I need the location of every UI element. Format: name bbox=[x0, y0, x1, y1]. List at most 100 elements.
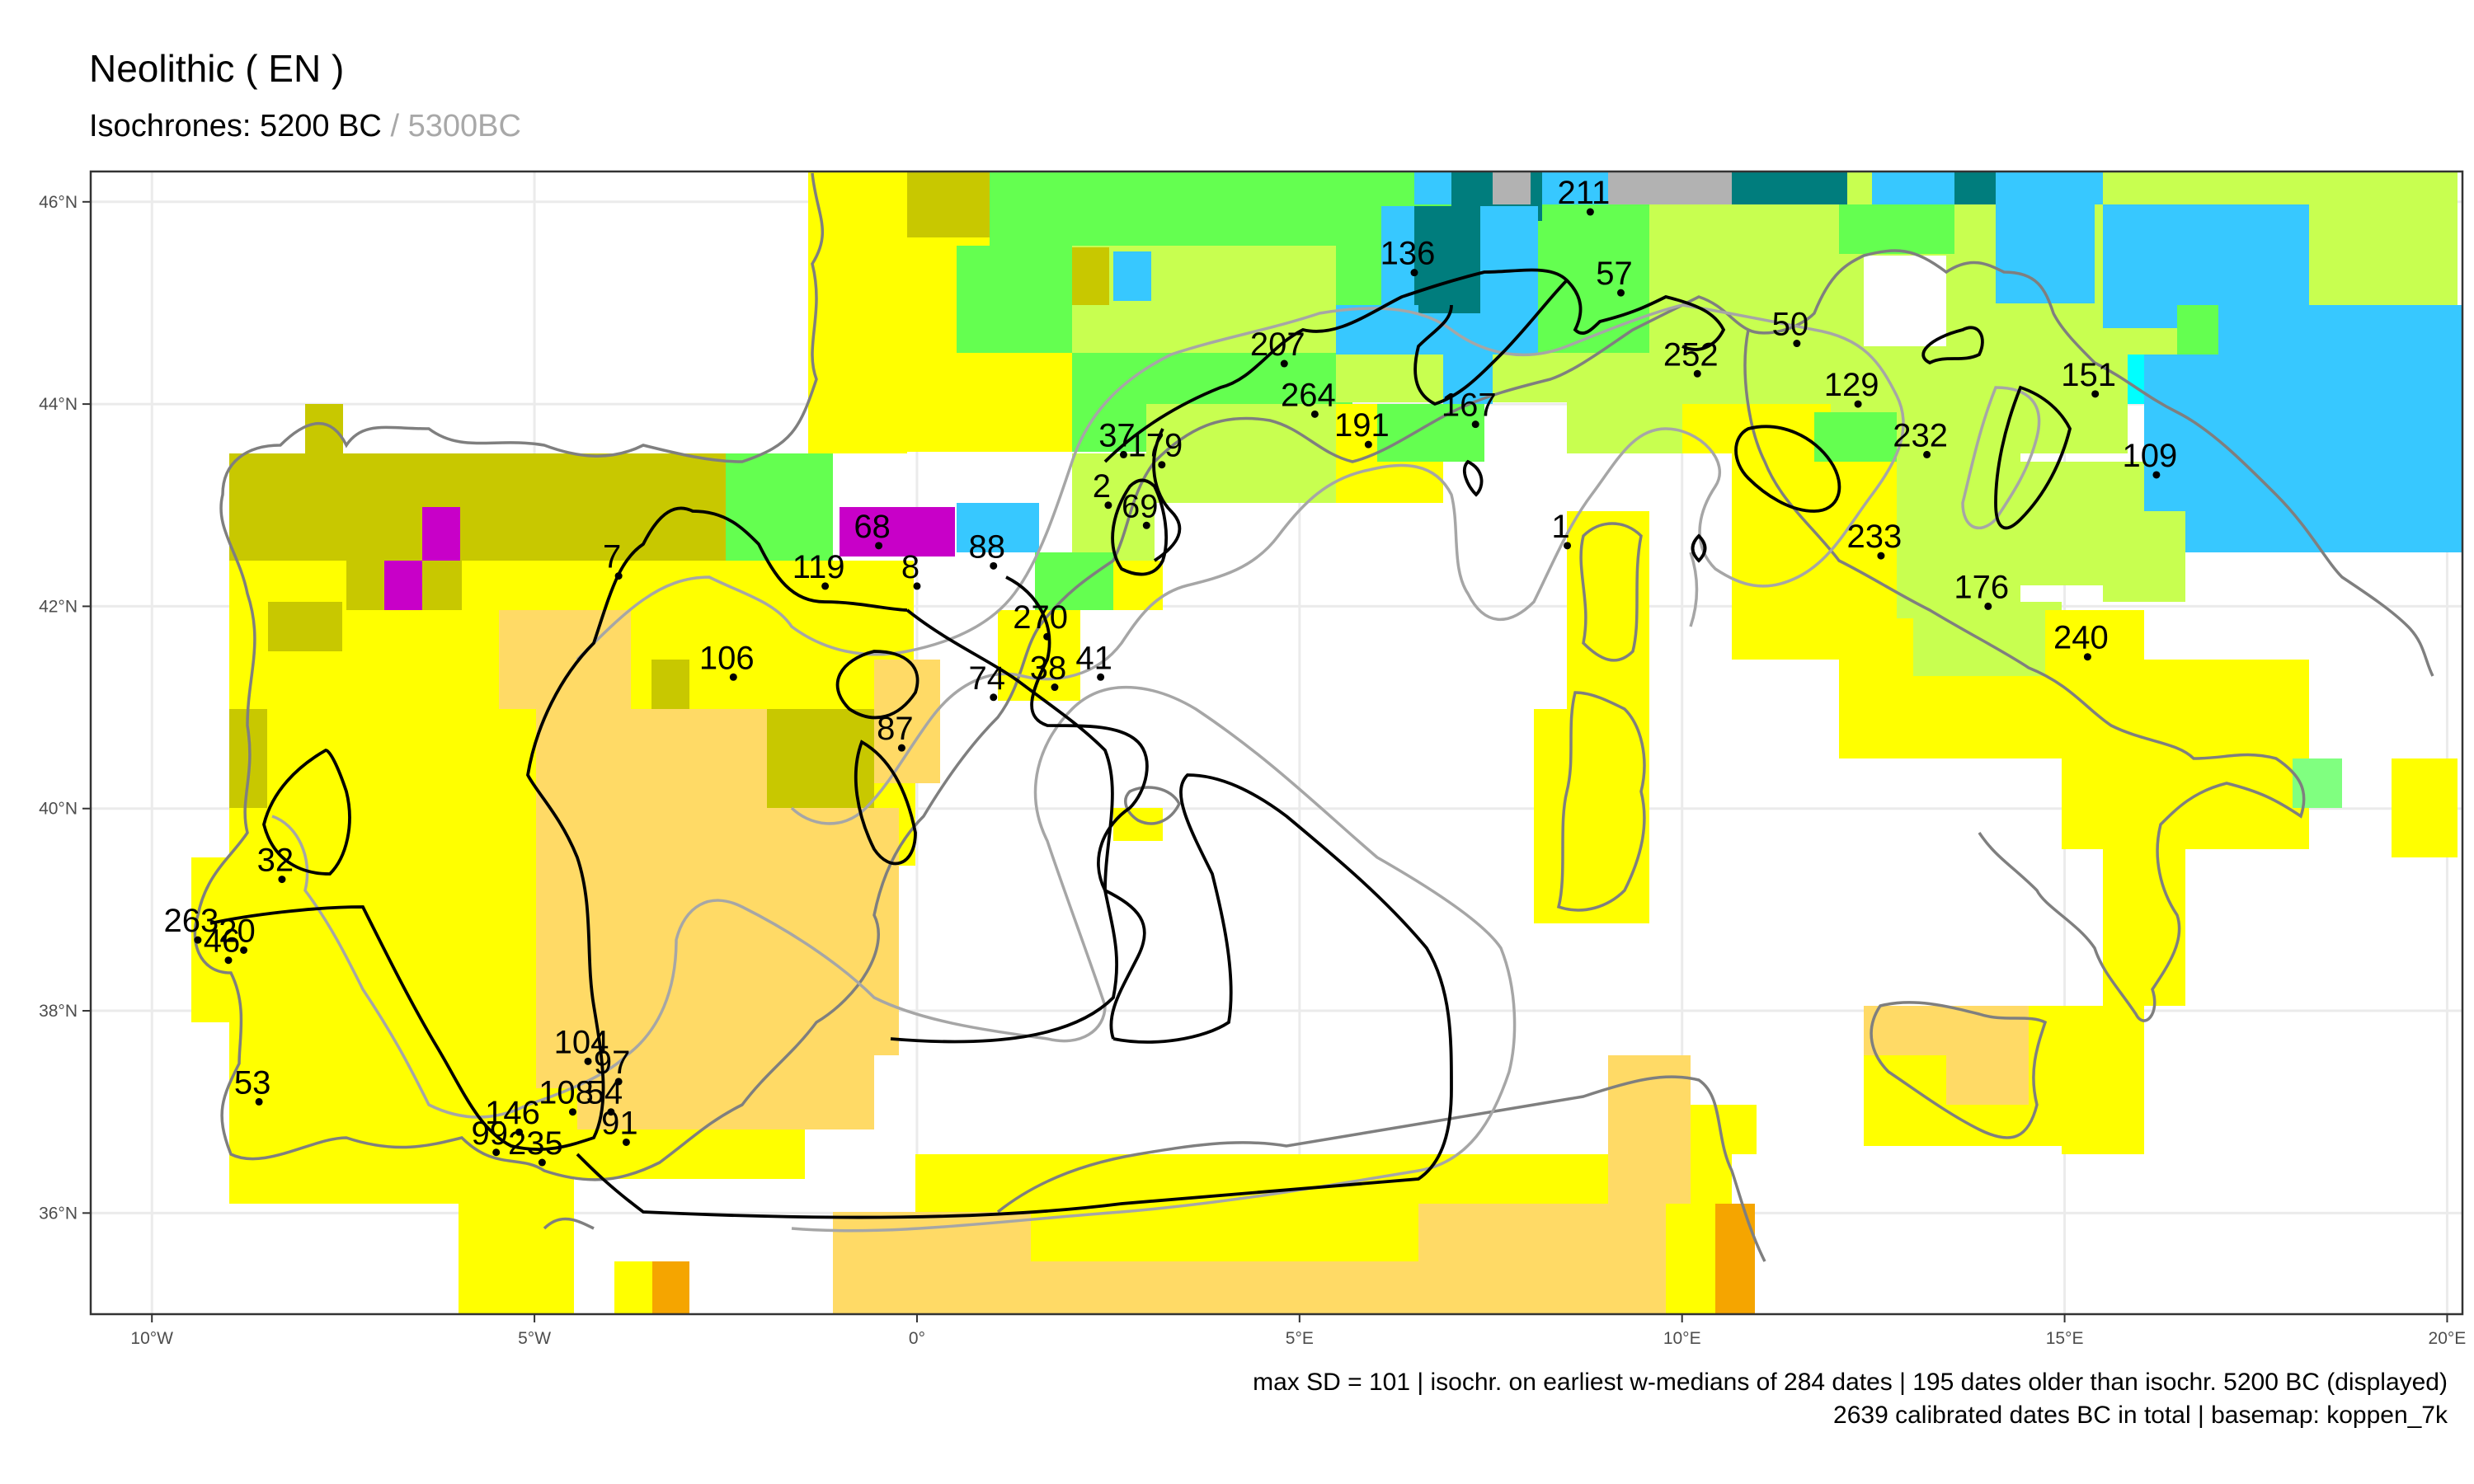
site-label: 20 bbox=[219, 913, 256, 949]
site-point bbox=[2152, 471, 2161, 479]
y-tick-label: 40°N bbox=[39, 800, 78, 819]
site-point bbox=[1104, 501, 1112, 510]
site-point bbox=[584, 1057, 592, 1065]
raster-cell bbox=[1897, 453, 2020, 618]
coastline-gibraltar bbox=[543, 1217, 595, 1230]
site-point bbox=[1923, 450, 1931, 458]
site-point bbox=[1793, 340, 1801, 348]
site-point bbox=[1142, 521, 1150, 529]
site-label: 46 bbox=[204, 923, 241, 960]
site-label: 109 bbox=[2123, 438, 2178, 474]
site-point bbox=[492, 1148, 501, 1157]
isochrone-previous-main bbox=[271, 686, 1517, 1233]
site-label: 167 bbox=[1442, 387, 1497, 424]
raster-cell bbox=[907, 171, 998, 237]
raster-cell bbox=[1336, 305, 1418, 355]
raster-cell bbox=[577, 1055, 874, 1129]
x-tick-label: 10°W bbox=[130, 1329, 173, 1348]
raster-cell bbox=[2218, 305, 2462, 355]
site-label: 104 bbox=[554, 1024, 609, 1060]
caption-line-1: max SD = 101 | isochr. on earliest w-med… bbox=[1253, 1369, 2448, 1396]
site-point bbox=[1043, 632, 1051, 641]
raster-cell bbox=[459, 1261, 574, 1314]
site-label: 99 bbox=[471, 1115, 508, 1152]
plot-title: Neolithic ( EN ) bbox=[89, 47, 345, 90]
isochrone-current-rhone bbox=[1152, 428, 1182, 562]
site-label: 136 bbox=[1380, 236, 1436, 272]
isochrone-previous-adriatic bbox=[1961, 386, 2041, 530]
raster-cell bbox=[1035, 552, 1117, 610]
site-label: 263 bbox=[164, 903, 219, 939]
isochrone-current-iberia bbox=[209, 506, 908, 1152]
raster-cell bbox=[2144, 355, 2462, 552]
site-point bbox=[614, 1078, 623, 1086]
raster-cell bbox=[1954, 171, 1996, 204]
raster-cell bbox=[1031, 1261, 1418, 1314]
site-point bbox=[255, 1097, 263, 1106]
site-label: 146 bbox=[485, 1095, 540, 1131]
coastline-sardinia bbox=[1556, 691, 1646, 912]
site-label: 179 bbox=[1127, 428, 1183, 464]
raster-cell bbox=[651, 660, 689, 709]
site-label: 1 bbox=[1551, 509, 1569, 545]
site-point bbox=[1097, 673, 1105, 681]
isochrone-previous-tiber bbox=[1689, 552, 1699, 627]
y-tick-label: 38°N bbox=[39, 1002, 78, 1021]
site-point bbox=[1280, 359, 1288, 368]
raster-cell bbox=[384, 561, 422, 610]
x-tick-label: 0° bbox=[909, 1329, 925, 1348]
site-label: 129 bbox=[1824, 367, 1879, 403]
raster-cell bbox=[2103, 511, 2185, 602]
site-label: 191 bbox=[1334, 407, 1390, 444]
site-label: 37 bbox=[1098, 417, 1136, 453]
site-point bbox=[515, 1128, 524, 1136]
subtitle-separator: / bbox=[381, 109, 408, 143]
isochrone-current-tiber-loop bbox=[1691, 533, 1707, 563]
site-point bbox=[607, 1108, 615, 1116]
site-label: 270 bbox=[1013, 599, 1068, 636]
isochrone-5300bc bbox=[271, 303, 2041, 1233]
site-label: 252 bbox=[1663, 336, 1719, 373]
site-label: 233 bbox=[1847, 519, 1903, 555]
raster-cell bbox=[651, 1261, 689, 1314]
isochrone-current-dalmatia-loop bbox=[1921, 326, 1984, 365]
y-tick-label: 46°N bbox=[39, 193, 78, 212]
raster-cell bbox=[1864, 256, 1946, 346]
site-label: 38 bbox=[1030, 650, 1067, 687]
raster-cell bbox=[2062, 660, 2309, 849]
site-label: 108 bbox=[539, 1075, 594, 1111]
site-label: 264 bbox=[1281, 377, 1336, 413]
raster-cell bbox=[536, 709, 767, 1088]
coastline-north-africa bbox=[996, 1075, 1766, 1262]
raster-cell bbox=[1682, 404, 1831, 453]
raster-cell bbox=[1534, 709, 1649, 923]
isochrone-current-alps bbox=[1103, 268, 1726, 463]
raster-cell bbox=[1946, 1055, 2029, 1105]
site-label: 232 bbox=[1893, 417, 1948, 453]
raster-cell bbox=[840, 507, 955, 556]
y-tick-label: 44°N bbox=[39, 395, 78, 414]
y-tick-label: 42°N bbox=[39, 597, 78, 616]
site-label: 211 bbox=[1557, 175, 1610, 211]
site-label: 88 bbox=[968, 528, 1005, 565]
site-point bbox=[1410, 269, 1418, 277]
raster-cell bbox=[1493, 171, 1531, 204]
site-point bbox=[1119, 450, 1127, 458]
plot-subtitle: Isochrones: 5200 BC / 5300BC bbox=[89, 109, 521, 144]
isochrone-current-adriatic bbox=[1994, 385, 2072, 530]
raster-cell bbox=[833, 1212, 915, 1314]
isochrone-current-ligurian-islet bbox=[1463, 459, 1484, 497]
site-label: 68 bbox=[854, 509, 891, 545]
raster-cell bbox=[1418, 1204, 1666, 1314]
site-label: 74 bbox=[968, 660, 1005, 697]
caption-line-2: 2639 calibrated dates BC in total | base… bbox=[1833, 1402, 2448, 1429]
site-point bbox=[1877, 552, 1885, 560]
x-tick-label: 10°E bbox=[1663, 1329, 1701, 1348]
raster-cell bbox=[1377, 404, 1484, 462]
raster-cell bbox=[1072, 247, 1109, 305]
isochrone-current-catalonia bbox=[1005, 575, 1149, 1040]
site-point bbox=[897, 744, 905, 752]
site-point bbox=[1471, 420, 1479, 429]
